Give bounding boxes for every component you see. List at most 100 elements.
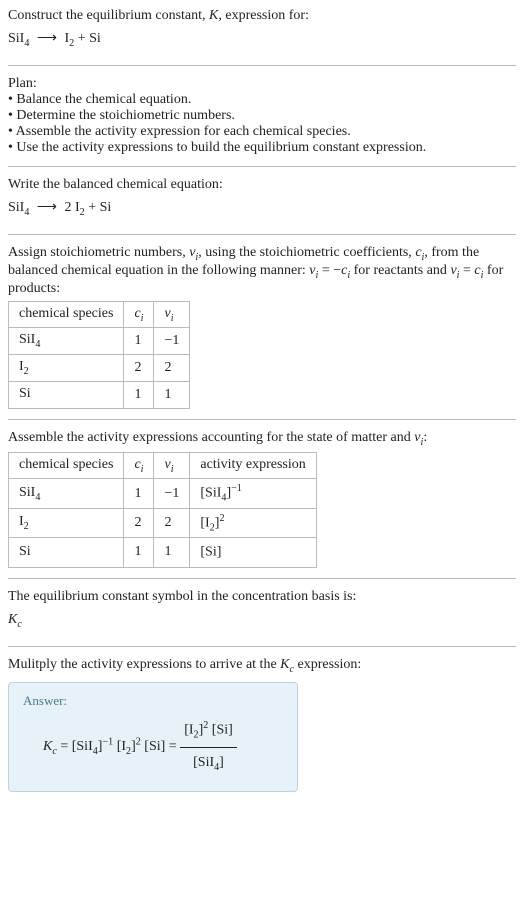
activity-block: Assemble the activity expressions accoun…: [8, 430, 516, 568]
intro-K: K: [209, 8, 218, 23]
table-row: SiI4 1 −1 [SiI4]−1: [9, 479, 317, 508]
separator: [8, 578, 516, 579]
answer-t1: [SiI: [72, 739, 93, 754]
stoich-sp: I2: [9, 355, 124, 382]
separator: [8, 166, 516, 167]
balanced-coef: 2: [64, 200, 75, 215]
separator: [8, 419, 516, 420]
stoich-d: for reactants and: [350, 263, 450, 278]
answer-box: Answer: Kc = [SiI4]−1 [I2]2 [Si] = [I2]2…: [8, 682, 298, 792]
stoich-h1: chemical species: [9, 301, 124, 328]
answer-K: K: [43, 739, 52, 754]
stoich-h3-sub: i: [171, 312, 174, 323]
act-base: [Si: [200, 545, 216, 560]
act-base: [I: [200, 515, 209, 530]
arrow-icon: ⟶: [33, 24, 61, 55]
answer-equation: Kc = [SiI4]−1 [I2]2 [Si] = [I2]2 [Si][Si…: [23, 715, 283, 779]
intro-lhs-sub: 4: [24, 38, 29, 49]
den-a: [SiI: [193, 755, 214, 770]
activity-h1: chemical species: [9, 452, 124, 479]
activity-h2: ci: [124, 452, 154, 479]
kc-symbol-block: The equilibrium constant symbol in the c…: [8, 589, 516, 636]
multiply-block: Mulitply the activity expressions to arr…: [8, 657, 516, 675]
activity-a: Assemble the activity expressions accoun…: [8, 430, 414, 445]
intro-plus: +: [74, 31, 89, 46]
multiply-a: Mulitply the activity expressions to arr…: [8, 657, 280, 672]
activity-nu: 1: [154, 538, 190, 567]
activity-nu: 2: [154, 508, 190, 537]
stoich-nu: 1: [154, 381, 190, 408]
plan-title: Plan:: [8, 76, 516, 92]
num-b: [Si]: [208, 723, 233, 738]
activity-sp-sub: 2: [24, 521, 29, 532]
num-a: [I: [184, 723, 193, 738]
stoich-c: 2: [124, 355, 154, 382]
separator: [8, 234, 516, 235]
table-row: I2 2 2: [9, 355, 190, 382]
activity-c: 1: [124, 538, 154, 567]
stoich-c: 1: [124, 328, 154, 355]
stoich-block: Assign stoichiometric numbers, νi , using…: [8, 245, 516, 409]
table-row: SiI4 1 −1: [9, 328, 190, 355]
stoich-text: Assign stoichiometric numbers, νi, using…: [8, 245, 516, 297]
activity-b: :: [423, 430, 427, 445]
stoich-c: 1: [124, 381, 154, 408]
den-close: ]: [219, 755, 224, 770]
table-row: Si 1 1 [Si]: [9, 538, 317, 567]
intro-text-b: , expression for:: [218, 8, 309, 23]
stoich-a: Assign stoichiometric numbers,: [8, 245, 189, 260]
separator: [8, 65, 516, 66]
stoich-table: chemical species ci νi SiI4 1 −1 I2 2 2 …: [8, 301, 190, 409]
kc-symbol-line: The equilibrium constant symbol in the c…: [8, 589, 516, 605]
answer-num: [I2]2 [Si]: [180, 715, 237, 748]
activity-expr: [I2]2: [190, 508, 316, 537]
balanced-title: Write the balanced chemical equation:: [8, 177, 516, 193]
answer-t2: [I: [117, 739, 126, 754]
stoich-sp: SiI4: [9, 328, 124, 355]
table-row: chemical species ci νi activity expressi…: [9, 452, 317, 479]
act-sup: 2: [219, 513, 224, 524]
intro-lhs: SiI: [8, 31, 24, 46]
stoich-h3: νi: [154, 301, 190, 328]
kc-K: K: [8, 612, 17, 627]
stoich-sp-sub: 4: [35, 339, 40, 350]
balanced-lhs-sub: 4: [24, 207, 29, 218]
table-row: I2 2 2 [I2]2: [9, 508, 317, 537]
intro-rhs2: Si: [89, 31, 101, 46]
activity-h3-sub: i: [171, 463, 174, 474]
activity-expr: [SiI4]−1: [190, 479, 316, 508]
stoich-h2-sub: i: [141, 312, 144, 323]
plan-bullet-1: • Balance the chemical equation.: [8, 92, 516, 108]
rel2-eq: =: [459, 263, 474, 278]
intro-line1: Construct the equilibrium constant, K, e…: [8, 8, 516, 24]
activity-c: 2: [124, 508, 154, 537]
answer-den: [SiI4]: [180, 748, 237, 779]
intro: Construct the equilibrium constant, K, e…: [8, 8, 516, 55]
stoich-h2: ci: [124, 301, 154, 328]
plan-bullet-3: • Assemble the activity expression for e…: [8, 124, 516, 140]
table-row: Si 1 1: [9, 381, 190, 408]
activity-sp-txt: SiI: [19, 485, 35, 500]
balanced-equation: SiI4 ⟶ 2 I2 + Si: [8, 193, 516, 224]
activity-sp-txt: Si: [19, 544, 31, 559]
act-base: [SiI: [200, 486, 221, 501]
stoich-b: , using the stoichiometric coefficients,: [198, 245, 415, 260]
separator: [8, 646, 516, 647]
balanced-block: Write the balanced chemical equation: Si…: [8, 177, 516, 224]
act-sup: −1: [231, 483, 242, 494]
answer-t1-sup: −1: [102, 737, 113, 748]
plan-bullet-2: • Determine the stoichiometric numbers.: [8, 108, 516, 124]
stoich-sp-txt: Si: [19, 386, 31, 401]
rel1-eq: = −: [318, 263, 341, 278]
activity-expr: [Si]: [190, 538, 316, 567]
kc-K-sub: c: [17, 618, 21, 629]
table-row: chemical species ci νi: [9, 301, 190, 328]
activity-h4: activity expression: [190, 452, 316, 479]
stoich-sp-sub: 2: [24, 366, 29, 377]
answer-eq2: =: [165, 739, 180, 754]
balanced-lhs: SiI: [8, 200, 24, 215]
answer-eq1: =: [57, 739, 72, 754]
intro-equation: SiI4 ⟶ I2 + Si: [8, 24, 516, 55]
answer-t2-sup: 2: [136, 737, 141, 748]
stoich-sp: Si: [9, 381, 124, 408]
